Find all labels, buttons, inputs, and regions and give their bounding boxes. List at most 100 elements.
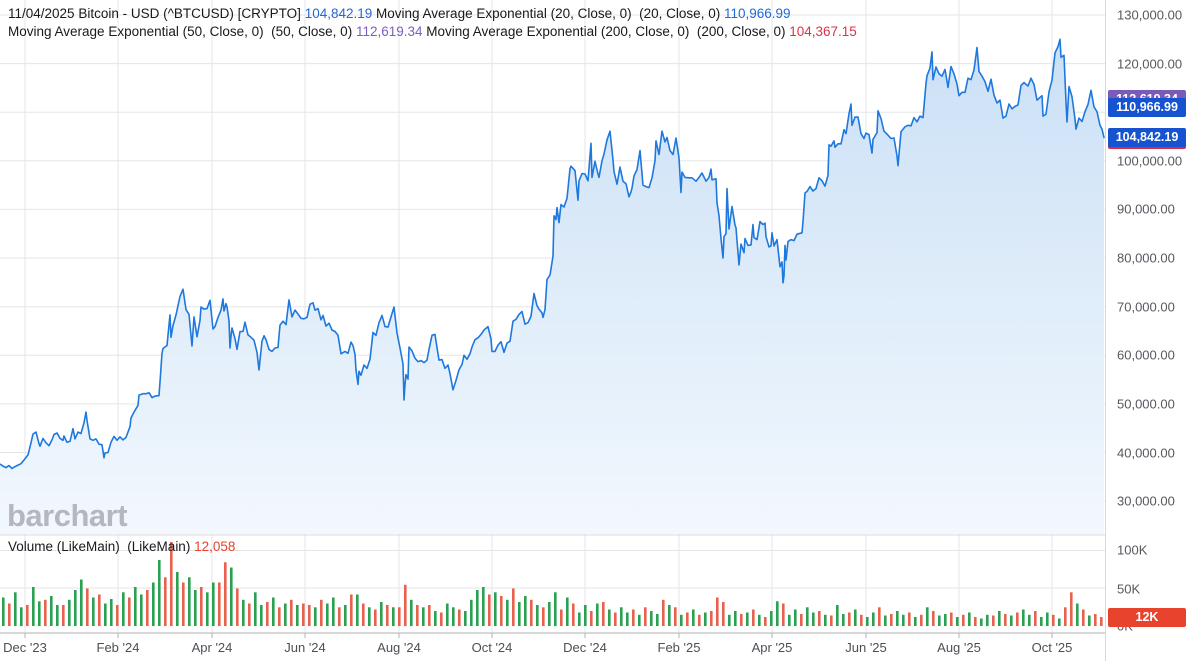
ema20-badge: 110,966.99 [1108,98,1186,117]
volume-bar [680,614,683,627]
volume-bar [416,605,419,626]
price-axis[interactable]: 130,000.00 120,000.00 100,000.00 90,000.00 8… [1105,0,1188,661]
volume-bar [566,597,569,626]
volume-bar [788,614,791,627]
volume-bar [1088,615,1091,626]
volume-bar [980,618,983,626]
volume-bar [182,582,185,626]
chart-canvas[interactable] [0,0,1105,661]
volume-bar [944,614,947,626]
price-axis-label: 100,000.00 [1117,153,1183,169]
volume-bar [1052,614,1055,627]
volume-bar [200,587,203,626]
price-axis-label: 70,000.00 [1117,299,1175,315]
x-axis-label: Jun '25 [845,640,887,655]
volume-bar [50,596,53,626]
volume-bar [278,607,281,627]
volume-bar [344,605,347,626]
volume-bar [524,596,527,626]
volume-bar [128,597,131,626]
volume-bar [500,596,503,626]
volume-bar [818,611,821,626]
volume-bar [866,617,869,626]
x-axis-label: Jun '24 [284,640,326,655]
volume-bars[interactable] [2,542,1103,627]
volume-bar [554,592,557,627]
volume-bar [452,607,455,627]
volume-bar [302,603,305,626]
volume-bar [890,614,893,626]
volume-bar [1004,614,1007,626]
volume-value: 12,058 [194,539,236,554]
volume-bar [992,615,995,626]
volume-bar [704,612,707,626]
volume-bar [1034,611,1037,626]
volume-bar [1058,618,1061,626]
price-axis-label: 80,000.00 [1117,250,1175,266]
volume-bar [290,599,293,627]
volume-bar [398,607,401,627]
volume-bar [584,605,587,626]
volume-bar [242,599,245,627]
volume-bar [1094,614,1097,626]
volume-bar [776,601,779,627]
volume-bar [614,612,617,626]
volume-bar [794,609,797,626]
volume-bar [860,614,863,627]
symbol-title: 11/04/2025 Bitcoin - USD (^BTCUSD) [CRYP… [8,6,305,21]
volume-bar [1046,612,1049,626]
volume-bar [350,594,353,626]
x-axis-label: Dec '23 [3,640,47,655]
price-axis-label: 130,000.00 [1117,7,1183,23]
volume-bar [782,603,785,626]
volume-bar [836,605,839,626]
volume-bar [806,607,809,627]
volume-bar [44,599,47,627]
price-axis-label: 30,000.00 [1117,493,1175,509]
volume-bar [752,609,755,626]
volume-bar [728,614,731,627]
volume-bar [260,605,263,626]
volume-bar [176,572,179,626]
volume-bar [578,612,581,626]
volume-bar [458,609,461,626]
volume-bar [1010,615,1013,626]
volume-bar [548,602,551,626]
x-axis-label: Aug '24 [377,640,421,655]
volume-bar [482,587,485,626]
volume-bar [824,614,827,627]
volume-bar [746,612,749,626]
volume-bar [14,592,17,627]
ema50-label: Moving Average Exponential (50, Close, 0… [8,24,356,39]
volume-bar [536,605,539,626]
volume-bar [572,603,575,626]
volume-bar [428,605,431,626]
price-badge: 104,842.19 [1108,127,1186,147]
volume-bar [884,615,887,626]
volume-bar [1064,607,1067,627]
volume-bar [758,614,761,627]
volume-bar [284,603,287,626]
volume-bar [1022,609,1025,626]
volume-bar [596,603,599,626]
volume-bar [716,597,719,626]
volume-bar [812,612,815,626]
price-legend-line2: Moving Average Exponential (50, Close, 0… [8,23,857,41]
ema50-value: 112,619.34 [355,24,423,39]
x-axis-label: Apr '25 [751,640,793,655]
volume-bar [920,614,923,627]
volume-bar [110,599,113,626]
volume-bar [380,602,383,626]
volume-bar [170,542,173,626]
volume-bar [626,612,629,626]
volume-bar [86,588,89,626]
volume-bar [296,605,299,626]
ema200-label: Moving Average Exponential (200, Close, … [422,24,790,39]
volume-bar [560,609,563,626]
x-axis-label: Apr '24 [191,640,233,655]
volume-bar [134,587,137,626]
volume-bar [62,605,65,626]
x-axis-label: Aug '25 [937,640,981,655]
volume-bar [32,587,35,626]
volume-bar [320,599,323,627]
